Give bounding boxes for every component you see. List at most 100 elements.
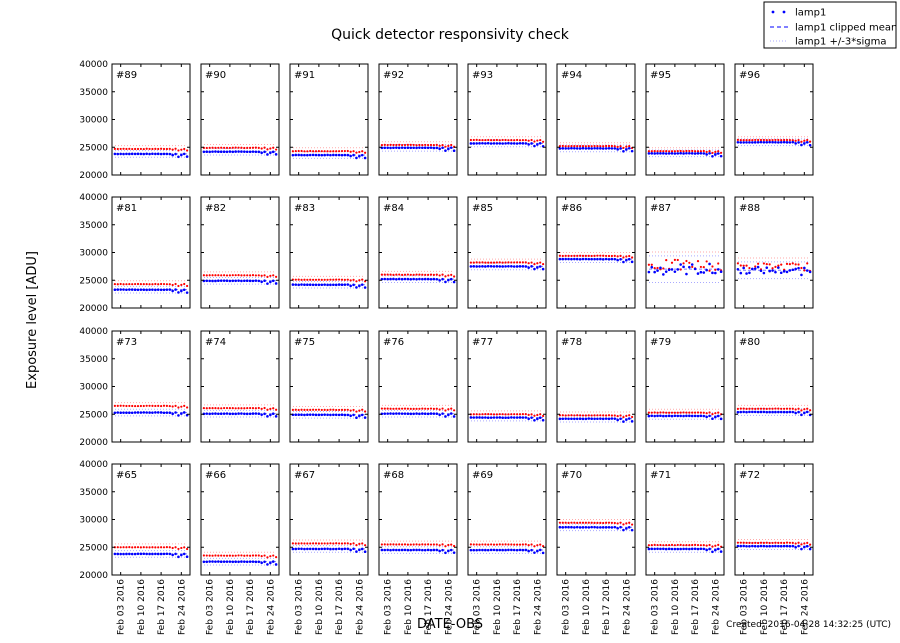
lamp1-point — [343, 547, 347, 551]
red-point — [145, 147, 148, 150]
lamp1-point — [711, 154, 714, 158]
lamp1-point — [570, 417, 573, 421]
red-point — [533, 263, 536, 266]
red-point — [475, 543, 478, 546]
red-point — [797, 263, 800, 266]
red-point — [386, 407, 389, 410]
red-point — [427, 273, 430, 276]
lamp1-point — [607, 417, 611, 421]
lamp1-point — [676, 414, 680, 418]
lamp1-point — [564, 525, 567, 529]
x-tick-label: Feb 17 2016 — [335, 579, 345, 635]
panel-label: #79 — [650, 337, 671, 348]
lamp1-point — [616, 526, 619, 530]
red-point — [352, 278, 355, 281]
red-point — [403, 273, 407, 276]
red-point — [561, 521, 564, 524]
lamp1-point — [171, 553, 174, 557]
red-point — [685, 411, 688, 414]
red-point — [711, 412, 714, 416]
red-point — [243, 274, 246, 277]
red-point — [389, 143, 392, 146]
red-point — [364, 151, 367, 154]
lamp1-point — [171, 412, 174, 416]
lamp1-point — [383, 412, 387, 415]
red-point — [791, 139, 794, 142]
red-point — [269, 147, 272, 150]
red-point — [495, 138, 498, 142]
red-point — [297, 542, 300, 545]
red-point — [527, 544, 530, 547]
red-point — [383, 143, 386, 146]
lamp1-point — [647, 547, 651, 551]
red-point — [272, 554, 275, 557]
lamp1-point — [323, 153, 326, 157]
lamp1-point — [214, 279, 217, 283]
lamp1-point — [125, 552, 128, 556]
lamp1-point — [337, 413, 341, 417]
lamp1-point — [205, 412, 209, 415]
red-point — [739, 138, 742, 142]
red-point — [202, 406, 205, 410]
panel-label: #96 — [739, 70, 760, 81]
lamp1-point — [438, 549, 441, 553]
lamp1-point — [326, 153, 329, 157]
x-tick-label: Feb 03 2016 — [117, 579, 127, 635]
red-point — [699, 544, 702, 547]
lamp1-point — [527, 549, 530, 553]
red-point — [717, 262, 720, 265]
legend-marker-lamp1 — [782, 10, 786, 14]
lamp1-point — [573, 417, 576, 421]
red-point — [177, 406, 180, 409]
lamp1-point — [510, 142, 513, 145]
lamp1-point — [423, 548, 427, 552]
panel-label: #91 — [294, 70, 315, 81]
lamp1-point — [484, 548, 487, 552]
red-point — [527, 262, 530, 265]
lamp1-point — [269, 151, 272, 155]
lamp1-point — [168, 552, 172, 556]
lamp1-point — [159, 552, 163, 556]
red-point — [317, 278, 320, 281]
lamp1-point — [311, 547, 315, 551]
lamp1-point — [441, 146, 444, 150]
red-point — [352, 542, 355, 545]
red-point — [495, 261, 498, 264]
lamp1-point — [748, 544, 751, 548]
lamp1-point — [676, 268, 680, 271]
red-point — [662, 411, 665, 414]
red-point — [266, 148, 269, 151]
lamp1-point — [794, 411, 797, 415]
lamp1-point — [768, 410, 771, 414]
red-point — [702, 149, 705, 153]
lamp1-point — [386, 412, 389, 415]
red-point — [691, 265, 694, 269]
red-point — [116, 147, 119, 151]
red-point — [653, 543, 656, 546]
lamp1-point — [486, 264, 490, 268]
red-point — [249, 406, 252, 410]
lamp1-point — [719, 270, 723, 274]
lamp1-point — [604, 526, 608, 529]
red-point — [567, 254, 570, 257]
lamp1-point — [759, 140, 763, 144]
lamp1-point — [225, 560, 229, 563]
red-point — [128, 546, 131, 549]
lamp1-point — [785, 270, 789, 274]
lamp1-point — [756, 410, 760, 414]
red-point — [392, 143, 395, 147]
lamp1-point — [168, 411, 172, 415]
lamp1-point — [240, 150, 243, 153]
x-tick-label: Feb 17 2016 — [424, 579, 434, 635]
lamp1-point — [685, 547, 688, 551]
red-point — [125, 147, 128, 151]
lamp1-point — [756, 265, 760, 269]
lamp1-point — [753, 141, 757, 144]
lamp1-point — [538, 141, 542, 145]
lamp1-point — [625, 527, 628, 530]
red-point — [335, 150, 338, 153]
lamp1-point — [693, 414, 697, 418]
red-point — [174, 404, 177, 407]
red-point — [223, 274, 226, 277]
red-point — [806, 407, 809, 410]
